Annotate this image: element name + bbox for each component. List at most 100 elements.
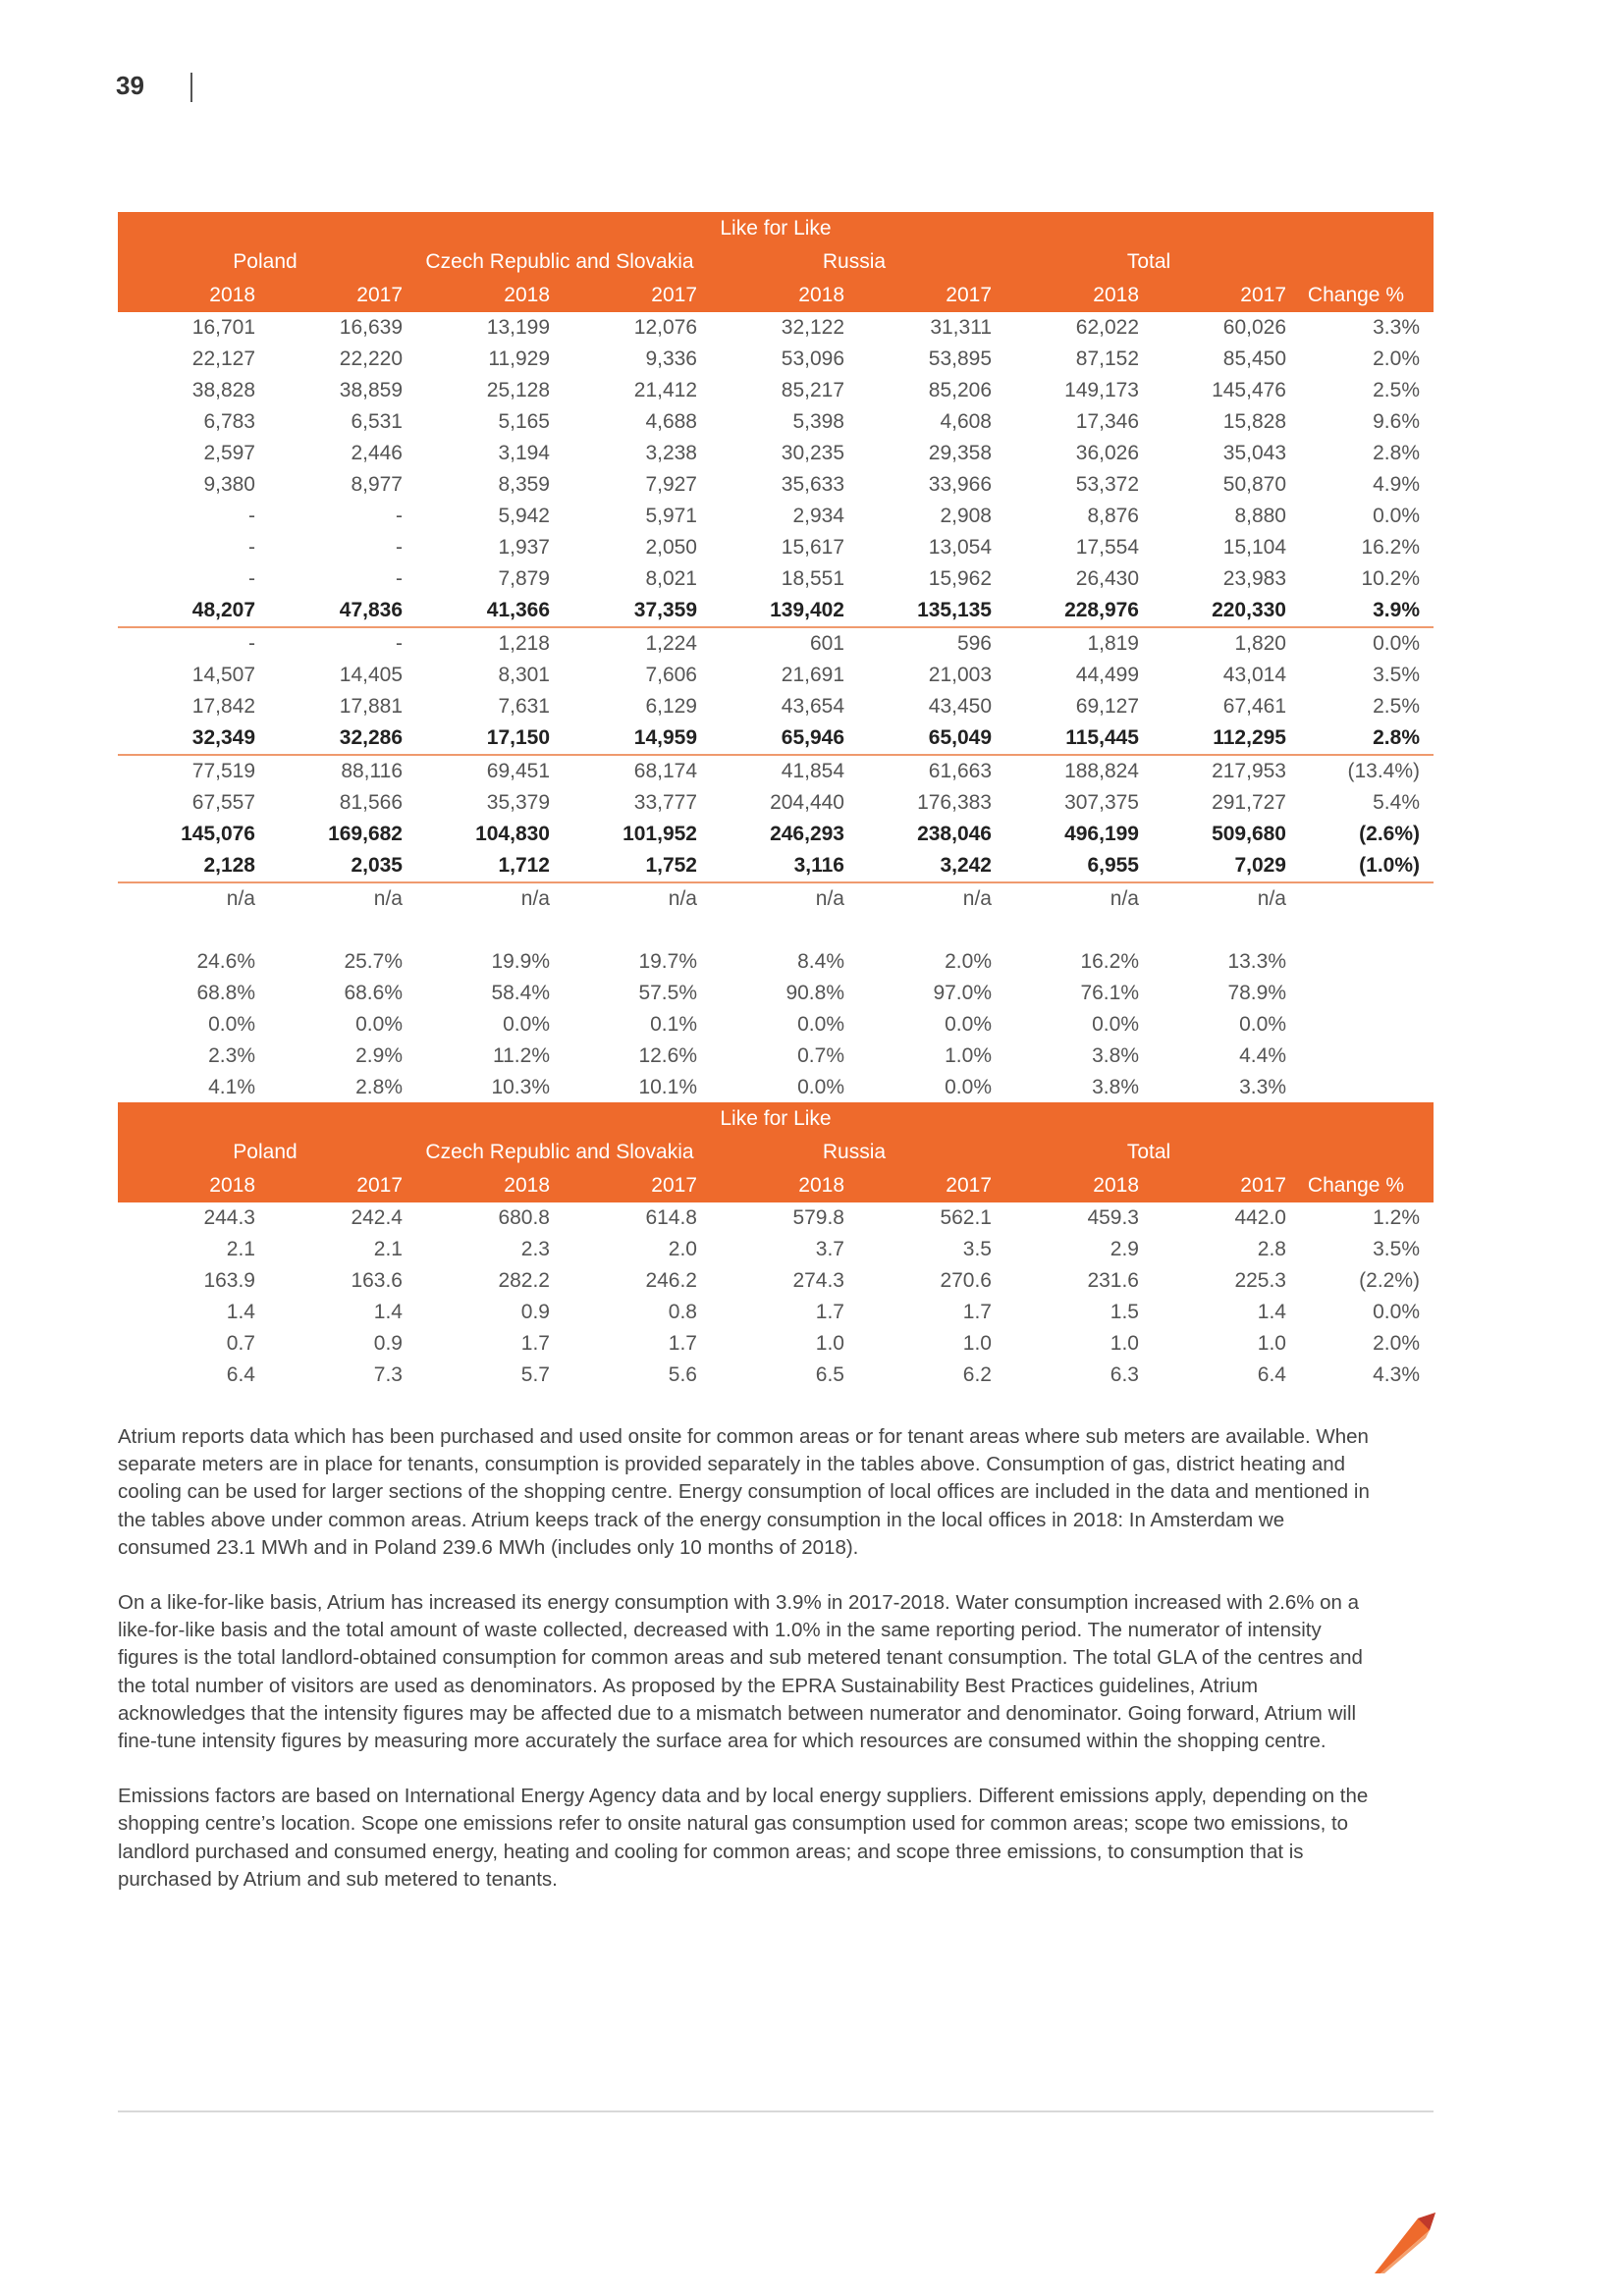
table-row: 1.4 1.4 0.9 0.8 1.7 1.7 1.5 1.4 0.0% <box>118 1297 1434 1328</box>
table-cell: 601 <box>809 632 844 655</box>
table-cell: 1.0 <box>1257 1332 1286 1355</box>
change-cell: 10.2% <box>1361 567 1420 590</box>
table-row: 77,519 88,116 69,451 68,174 41,854 61,663 188,… <box>118 756 1434 787</box>
year-header: 2018 <box>504 284 550 306</box>
year-header: 2017 <box>1240 284 1286 306</box>
change-cell: 0.0% <box>1373 632 1420 655</box>
table-cell: - <box>248 536 255 559</box>
table-cell: 1.4 <box>226 1301 255 1323</box>
table-cell: 13.3% <box>1227 950 1286 973</box>
table-cell: 0.9 <box>373 1332 403 1355</box>
table-cell: 8.4% <box>797 950 844 973</box>
table-cell: 8,021 <box>645 567 697 590</box>
table-cell: 2,908 <box>940 505 992 527</box>
group-header-czech-slovakia: Czech Republic and Slovakia <box>425 1141 694 1163</box>
table-cell: 176,383 <box>917 791 992 814</box>
table-cell: 43,450 <box>928 695 992 718</box>
table-cell: 0.7% <box>797 1044 844 1067</box>
table-cell: - <box>396 632 403 655</box>
table-cell: 0.9 <box>520 1301 550 1323</box>
table-cell: 31,311 <box>930 316 992 339</box>
table-cell: 1.5 <box>1110 1301 1139 1323</box>
table-cell: - <box>248 505 255 527</box>
table-cell: 33,777 <box>633 791 697 814</box>
table-row: 48,207 47,836 41,366 37,359 139,402 135,135 22… <box>118 595 1434 628</box>
change-cell: 2.8% <box>1373 442 1420 464</box>
table-cell: 3,116 <box>793 854 844 877</box>
table-cell: 282.2 <box>498 1269 550 1292</box>
table-cell: 33,966 <box>928 473 992 496</box>
table-row: 6.4 7.3 5.7 5.6 6.5 6.2 6.3 6.4 4.3% <box>118 1360 1434 1391</box>
table-cell: 7,029 <box>1234 854 1286 877</box>
table-cell: 5,398 <box>792 410 844 433</box>
table-cell: 169,682 <box>328 823 403 845</box>
table-row: 6,783 6,531 5,165 4,688 5,398 4,608 17,346 15,8… <box>118 406 1434 438</box>
table-cell: 41,854 <box>781 760 844 782</box>
table-cell: 562.1 <box>940 1206 992 1229</box>
table-cell: 16,639 <box>339 316 403 339</box>
year-header: 2018 <box>1093 1174 1139 1197</box>
table-cell: 2,128 <box>203 854 255 877</box>
table-cell: 17,554 <box>1075 536 1139 559</box>
table-cell: 145,076 <box>181 823 255 845</box>
year-header: 2018 <box>209 1174 255 1197</box>
table-cell: 88,116 <box>341 760 403 782</box>
table-cell: 6,531 <box>351 410 403 433</box>
table-1: Like for Like Poland Czech Republic and … <box>118 212 1434 1103</box>
table-cell: 509,680 <box>1212 823 1286 845</box>
table-cell: 3,242 <box>940 854 992 877</box>
table-cell: 25.7% <box>344 950 403 973</box>
table-cell: 596 <box>956 632 992 655</box>
table-cell: 291,727 <box>1212 791 1286 814</box>
table-cell: 61,663 <box>928 760 992 782</box>
table-cell: 8,880 <box>1234 505 1286 527</box>
table-cell: 85,217 <box>781 379 844 401</box>
table-cell: 274.3 <box>792 1269 844 1292</box>
table-row: 0.0% 0.0% 0.0% 0.1% 0.0% 0.0% 0.0% 0.0% <box>118 1009 1434 1041</box>
table-cell: 496,199 <box>1064 823 1139 845</box>
change-cell: 5.4% <box>1373 791 1420 814</box>
change-cell: 4.9% <box>1373 473 1420 496</box>
table-cell: 112,295 <box>1213 726 1286 749</box>
table-cell: 149,173 <box>1064 379 1139 401</box>
change-cell: 2.0% <box>1373 1332 1420 1355</box>
table-cell: 1.7 <box>815 1301 844 1323</box>
paragraph-reporting-scope: Atrium reports data which has been purch… <box>118 1425 1370 1559</box>
change-cell: (2.2%) <box>1359 1269 1420 1292</box>
table-cell: 3.8% <box>1092 1044 1139 1067</box>
atrium-logo-icon <box>1375 2213 1435 2273</box>
table-cell: 15,828 <box>1222 410 1286 433</box>
group-header-russia: Russia <box>822 250 887 273</box>
table-cell: 0.0% <box>797 1076 844 1098</box>
change-cell: (13.4%) <box>1347 760 1420 782</box>
group-header-total: Total <box>1126 250 1171 273</box>
change-cell: 2.0% <box>1373 347 1420 370</box>
table-header-title: Like for Like <box>720 1107 832 1130</box>
group-header-poland: Poland <box>233 1141 298 1163</box>
table-cell: 2,934 <box>792 505 844 527</box>
change-cell: 4.3% <box>1373 1363 1420 1386</box>
table-cell: 65,049 <box>928 726 992 749</box>
table-cell: 4.4% <box>1239 1044 1286 1067</box>
table-cell: 163.9 <box>203 1269 255 1292</box>
table-cell: 18,551 <box>781 567 844 590</box>
year-header: 2017 <box>356 1174 403 1197</box>
table-row: 163.9 163.6 282.2 246.2 274.3 270.6 231.6 225.3… <box>118 1265 1434 1297</box>
table-cell: 67,461 <box>1222 695 1286 718</box>
table-cell: 1.7 <box>668 1332 697 1355</box>
table-cell: 41,366 <box>486 599 550 621</box>
table-2-header: Like for Like Poland Czech Republic and … <box>118 1102 1434 1202</box>
table-cell: n/a <box>520 887 550 910</box>
table-cell: 11.2% <box>493 1044 550 1067</box>
table-cell: 6.5 <box>815 1363 844 1386</box>
table-cell: 0.7 <box>226 1332 255 1355</box>
paragraph-like-for-like: On a like-for-like basis, Atrium has inc… <box>118 1591 1363 1753</box>
table-cell: 17,881 <box>339 695 403 718</box>
table-cell: 459.3 <box>1087 1206 1139 1229</box>
table-cell: 2.1 <box>373 1238 403 1260</box>
table-cell: 85,206 <box>928 379 992 401</box>
table-cell: 68,174 <box>633 760 697 782</box>
body-text: Atrium reports data which has been purch… <box>118 1423 1375 1921</box>
table-cell: 15,962 <box>928 567 992 590</box>
table-cell: n/a <box>1257 887 1286 910</box>
